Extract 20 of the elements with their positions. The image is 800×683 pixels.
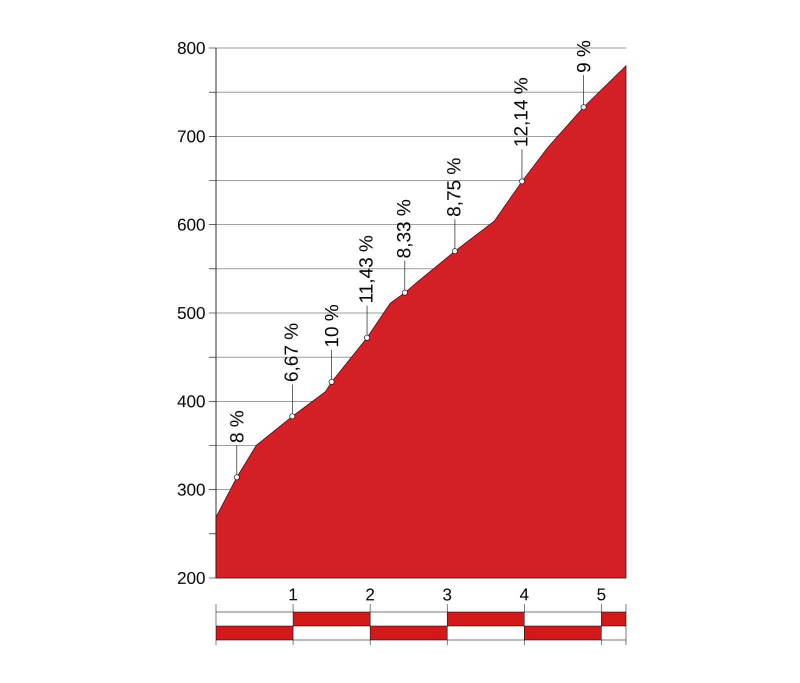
y-tick-label: 200: [178, 572, 205, 584]
annotation: 6,67 %: [284, 324, 300, 382]
x-tick-label: 5: [597, 588, 606, 600]
y-tick-label: 300: [178, 484, 205, 496]
annotation: 11,43 %: [359, 236, 375, 302]
y-tick-label: 800: [178, 42, 205, 54]
annotation: 9 %: [576, 40, 590, 72]
annotation: 8,75 %: [447, 158, 463, 216]
x-tick-label: 3: [443, 588, 452, 601]
annotation: 8,33 %: [396, 200, 413, 258]
x-tick-label: 1: [290, 588, 297, 600]
x-tick-label: 2: [366, 588, 374, 600]
annotation: 12,14 %: [514, 78, 530, 146]
x-tick-label: 4: [520, 588, 529, 600]
annotation: 10 %: [324, 304, 338, 346]
y-tick-label: 500: [178, 306, 205, 320]
y-tick-label: 600: [178, 218, 205, 231]
annotation: 8 %: [230, 410, 244, 442]
y-tick-label: 400: [178, 395, 205, 408]
y-tick-label: 700: [178, 130, 205, 142]
